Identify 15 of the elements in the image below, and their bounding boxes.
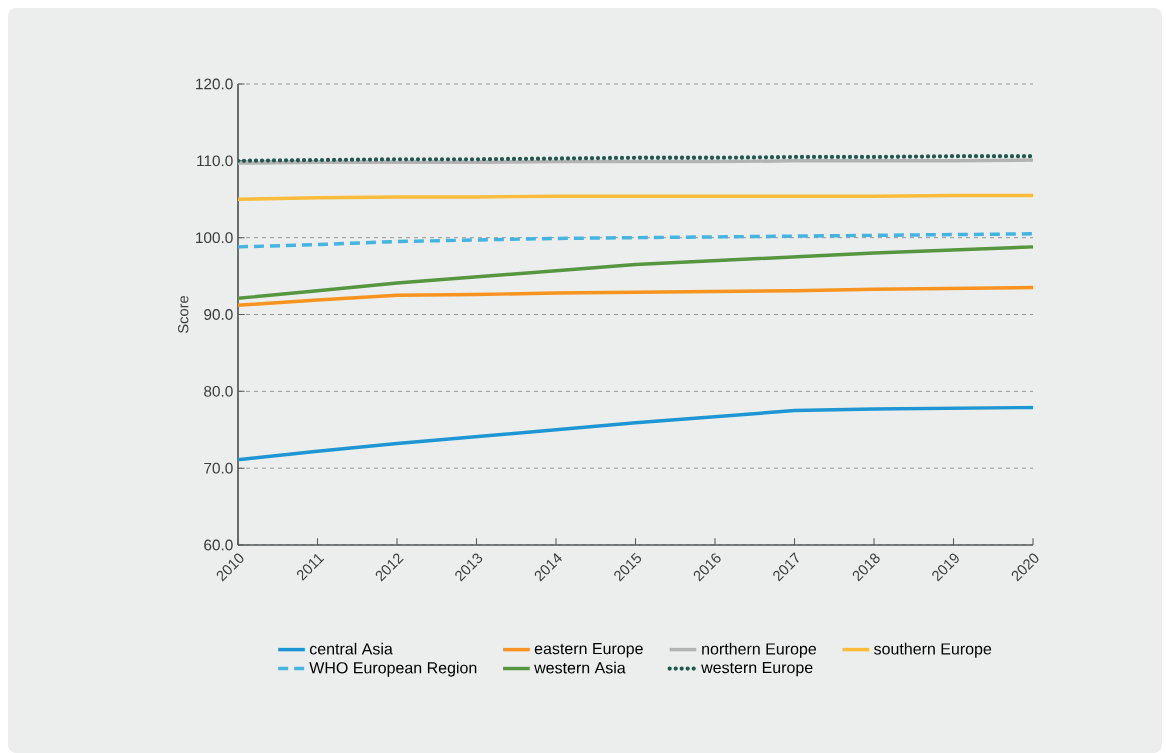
legend-label: western Europe xyxy=(701,662,813,677)
y-axis-title: Score xyxy=(178,295,189,333)
y-tick-label: 120.0 xyxy=(196,78,233,90)
legend-label: WHO European Region xyxy=(309,661,477,677)
legend-label: northern Europe xyxy=(702,642,817,658)
legend-label: western Asia xyxy=(534,661,626,674)
legend-label: eastern Europe xyxy=(534,643,643,658)
y-tick-label: 60.0 xyxy=(204,539,233,551)
y-tick-label: 100.0 xyxy=(196,232,233,244)
legend-label: southern Europe xyxy=(874,642,992,658)
y-tick-label: 110.0 xyxy=(197,155,233,167)
y-tick-label: 90.0 xyxy=(204,309,233,320)
y-tick-label: 70.0 xyxy=(204,462,233,474)
legend-label: central Asia xyxy=(309,642,393,655)
y-tick-label: 80.0 xyxy=(204,385,233,397)
